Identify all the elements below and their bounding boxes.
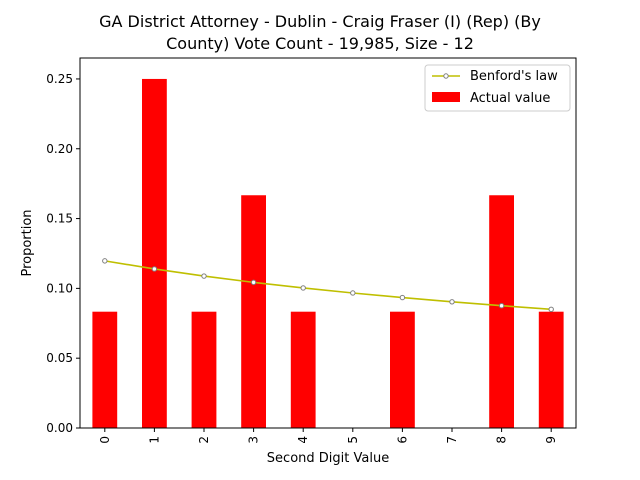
bar-0 [92, 311, 118, 428]
y-axis: 0.00 0.05 0.10 0.15 0.20 0.25 [46, 72, 80, 435]
benford-point-7 [449, 299, 455, 305]
x-axis: 0 1 2 3 4 5 6 7 8 9 [98, 428, 558, 444]
bar-8 [489, 195, 514, 428]
benford-point-6 [399, 294, 406, 301]
x-axis-label: Second Digit Value [267, 451, 389, 466]
bars-layer [92, 78, 564, 429]
plot-frame [79, 57, 577, 429]
bar-1 [142, 78, 167, 429]
benford-point-3 [250, 279, 257, 286]
y-tick-label: 0.10 [46, 281, 73, 295]
x-tick-label: 3 [247, 436, 261, 444]
benford-point-9 [548, 306, 554, 313]
benford-point-5 [350, 290, 356, 296]
benford-point-2 [201, 273, 207, 279]
chart-title-line-2: County) Vote Count - 19,985, Size - 12 [166, 34, 474, 53]
legend: Benford's law Actual value [424, 64, 571, 112]
benford-point-1 [151, 266, 158, 272]
benford-point-0 [102, 258, 108, 264]
x-tick-label: 2 [197, 436, 211, 444]
legend-label-benford: Benford's law [470, 69, 558, 84]
y-tick-label: 0.00 [46, 421, 73, 435]
bar-4 [290, 311, 316, 428]
y-axis-label: Proportion [20, 209, 35, 276]
bar-9 [538, 311, 564, 428]
benford-line [104, 260, 552, 311]
x-tick-label: 5 [346, 436, 360, 444]
bar-3 [241, 195, 266, 428]
bar-6 [390, 311, 415, 428]
benford-line-layer [102, 258, 554, 313]
legend-line-marker [443, 73, 449, 79]
y-tick-label: 0.20 [46, 142, 73, 156]
y-tick-label: 0.05 [46, 351, 73, 365]
y-tick-label: 0.25 [46, 72, 73, 86]
x-tick-label: 4 [296, 436, 310, 444]
x-tick-label: 0 [98, 436, 112, 444]
x-tick-label: 7 [445, 436, 459, 444]
x-tick-label: 9 [544, 436, 558, 444]
legend-bar-swatch [432, 92, 460, 102]
chart-title-line-1: GA District Attorney - Dublin - Craig Fr… [99, 12, 541, 31]
x-tick-label: 6 [395, 436, 409, 444]
x-tick-label: 1 [147, 436, 161, 444]
x-tick-label: 8 [495, 436, 509, 444]
legend-box [424, 64, 571, 112]
y-tick-label: 0.15 [46, 212, 73, 226]
benford-point-4 [300, 285, 306, 291]
bar-2 [191, 311, 217, 428]
legend-label-actual: Actual value [470, 91, 550, 106]
benford-point-8 [498, 302, 505, 309]
